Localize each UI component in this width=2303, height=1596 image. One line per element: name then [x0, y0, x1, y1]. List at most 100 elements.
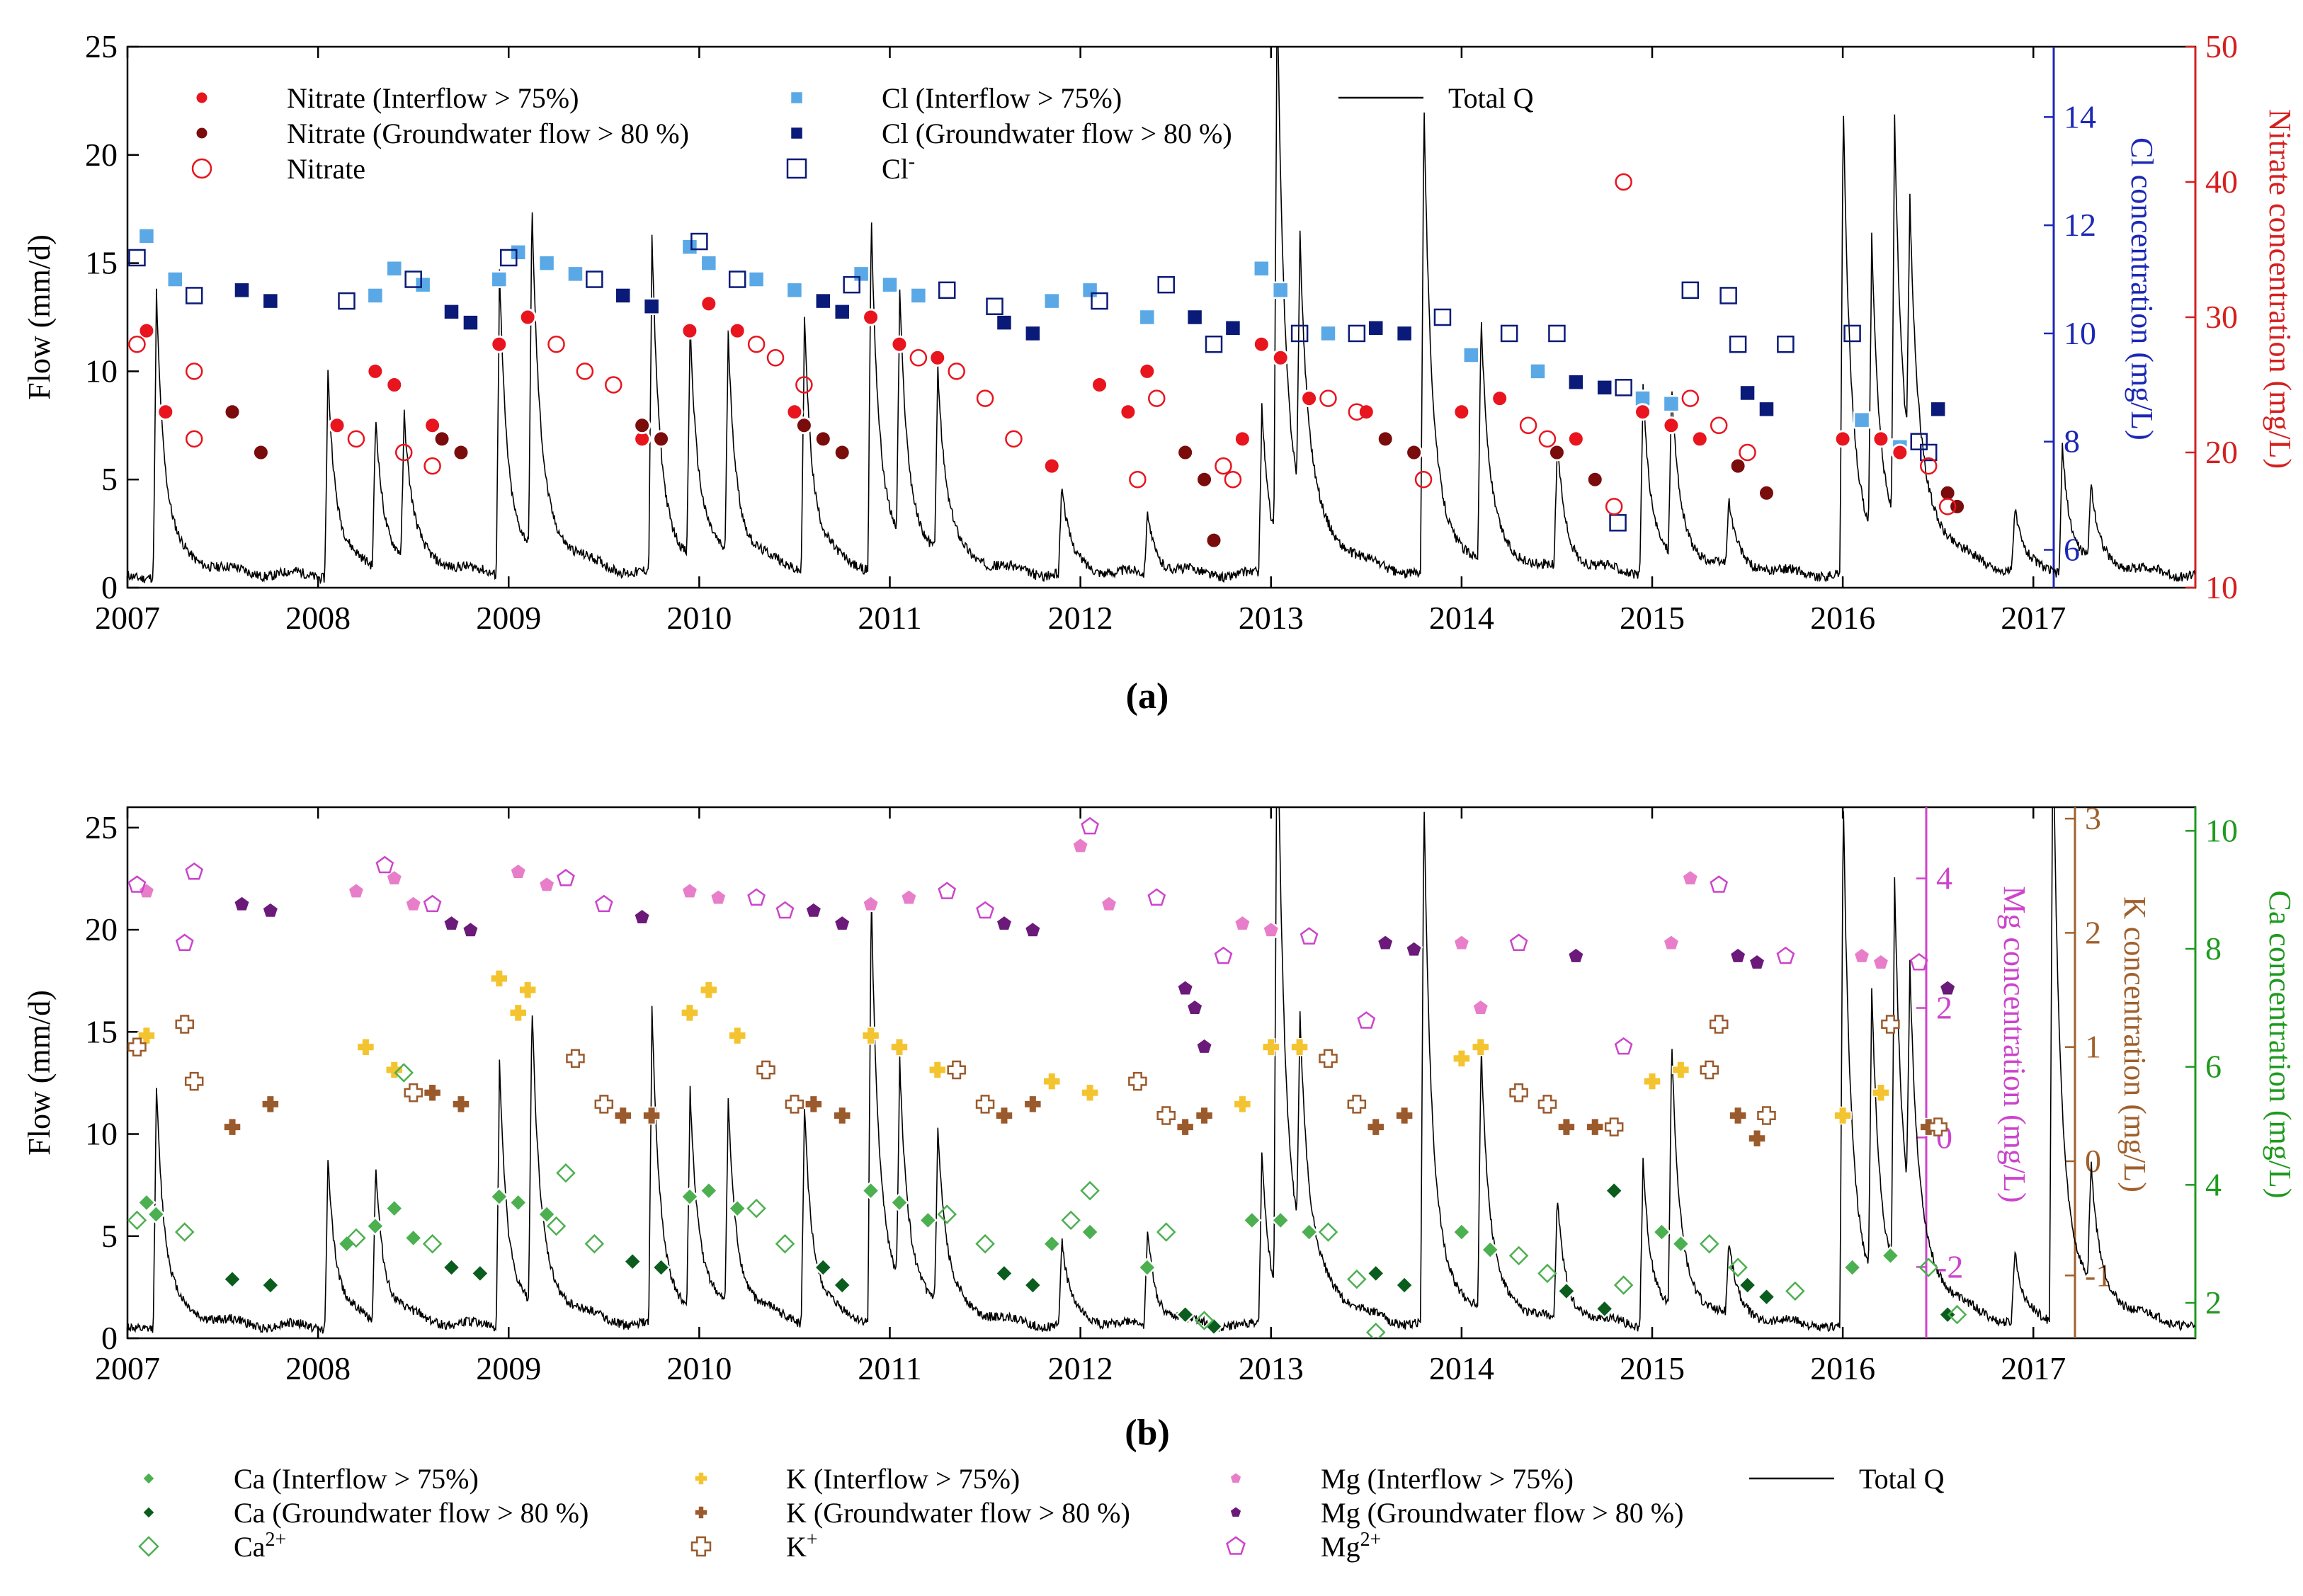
mg-tick-label: -2 — [1936, 1248, 1963, 1284]
y-axis-title: Flow (mm/d) — [22, 234, 57, 399]
data-point — [1138, 362, 1156, 380]
data-point — [709, 888, 728, 906]
data-point — [775, 901, 795, 919]
ca-tick-label: 10 — [2205, 812, 2238, 848]
data-point — [566, 1049, 585, 1068]
data-point — [1748, 952, 1766, 971]
data-point — [462, 314, 479, 331]
data-point — [813, 1258, 834, 1277]
x-tick-label: 2012 — [1048, 600, 1113, 636]
data-point — [461, 920, 480, 938]
data-point — [1643, 1072, 1661, 1090]
data-point — [1547, 443, 1566, 462]
data-point — [1758, 400, 1775, 418]
data-point — [1529, 363, 1547, 380]
legend-label-superscript: + — [807, 1529, 818, 1551]
data-point — [938, 882, 957, 899]
data-point — [1195, 470, 1214, 489]
data-point — [1452, 933, 1471, 952]
data-point — [1271, 348, 1290, 367]
y-tick-label: 10 — [85, 353, 118, 389]
series-open-cross — [127, 1015, 1947, 1136]
data-point — [1394, 1275, 1414, 1295]
series-pentagon-dark — [232, 894, 1957, 1055]
data-point — [899, 888, 919, 906]
legend-swatch — [694, 1505, 708, 1520]
data-point — [1634, 403, 1652, 421]
legend-entry: Total Q — [1338, 82, 1534, 114]
data-point — [1929, 400, 1947, 418]
legend-label: Mg (Groundwater flow > 80 %) — [1321, 1497, 1683, 1529]
data-point — [1785, 1281, 1805, 1301]
data-point — [1662, 416, 1681, 435]
cl-tick-label: 6 — [2064, 532, 2080, 568]
y-tick-label: 0 — [101, 1320, 118, 1356]
data-point — [804, 901, 823, 919]
data-point — [347, 430, 365, 448]
data-point — [508, 1192, 528, 1213]
data-point — [1880, 1246, 1901, 1266]
legend-entry: K (Interflow > 75%) — [694, 1463, 1020, 1495]
data-point — [994, 1263, 1014, 1284]
data-point — [1347, 1269, 1367, 1289]
data-point — [1757, 484, 1775, 502]
mg-axis-title: Mg concentration (mg/L) — [1997, 886, 2032, 1202]
data-point — [1252, 335, 1270, 353]
x-tick-label: 2013 — [1239, 1350, 1304, 1386]
data-point — [728, 1026, 746, 1045]
series-markers — [128, 173, 1967, 549]
data-point — [928, 1061, 947, 1079]
data-point — [1214, 946, 1233, 964]
legend-entry: Ca (Groundwater flow > 80 %) — [141, 1497, 588, 1529]
data-point — [928, 348, 947, 367]
data-point — [1081, 281, 1099, 300]
data-point — [403, 1228, 423, 1248]
x-tick-label: 2008 — [285, 600, 351, 636]
data-point — [261, 292, 280, 310]
nitrate-axis-title: Nitrate concentration (mg/L) — [2263, 109, 2297, 469]
data-point — [1452, 403, 1471, 421]
data-point — [1367, 319, 1385, 337]
data-point — [1080, 1222, 1100, 1242]
data-point — [1843, 324, 1861, 343]
data-point — [1586, 470, 1604, 489]
data-point — [1042, 1233, 1062, 1254]
k-axis-title: K concentration (mg/L) — [2117, 896, 2152, 1192]
series-diamond-dark — [222, 1180, 1957, 1337]
data-point — [1729, 335, 1747, 353]
data-point — [1566, 430, 1585, 448]
legend-entry: Ca (Interflow > 75%) — [141, 1463, 479, 1495]
data-point — [681, 238, 699, 256]
legend-label-superscript: - — [909, 151, 915, 173]
x-tick-label: 2010 — [666, 600, 732, 636]
nitrate-tick-label: 50 — [2205, 28, 2238, 64]
data-point — [175, 933, 194, 952]
data-point — [146, 1204, 166, 1224]
data-point — [385, 1061, 404, 1079]
data-point — [948, 363, 965, 380]
data-point — [1023, 1095, 1042, 1114]
data-point — [1719, 287, 1737, 304]
data-point — [1005, 430, 1023, 448]
data-point — [1853, 946, 1871, 964]
data-point — [1662, 933, 1681, 952]
data-point — [1215, 457, 1232, 475]
data-point — [1318, 1222, 1338, 1242]
legend-label: Ca (Groundwater flow > 80 %) — [234, 1497, 588, 1529]
data-point — [881, 275, 899, 294]
data-point — [860, 1180, 881, 1201]
legend-label: Ca (Interflow > 75%) — [234, 1463, 479, 1495]
data-point — [1605, 498, 1623, 515]
data-point — [137, 227, 156, 245]
data-point — [1919, 457, 1938, 475]
data-point — [251, 443, 270, 462]
data-point — [1614, 1037, 1633, 1055]
data-point — [1651, 1222, 1672, 1242]
data-point — [365, 1216, 385, 1236]
data-point — [127, 1210, 147, 1231]
data-point — [1910, 433, 1928, 450]
data-point — [1242, 1210, 1262, 1231]
data-point — [1557, 1281, 1576, 1301]
legend-label: Total Q — [1448, 82, 1534, 114]
